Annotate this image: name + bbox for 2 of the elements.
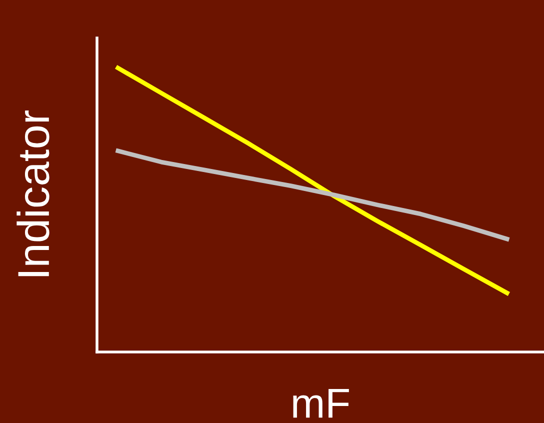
y-axis-title: Indicator <box>16 110 50 276</box>
x-axis-title: mF <box>293 388 349 418</box>
